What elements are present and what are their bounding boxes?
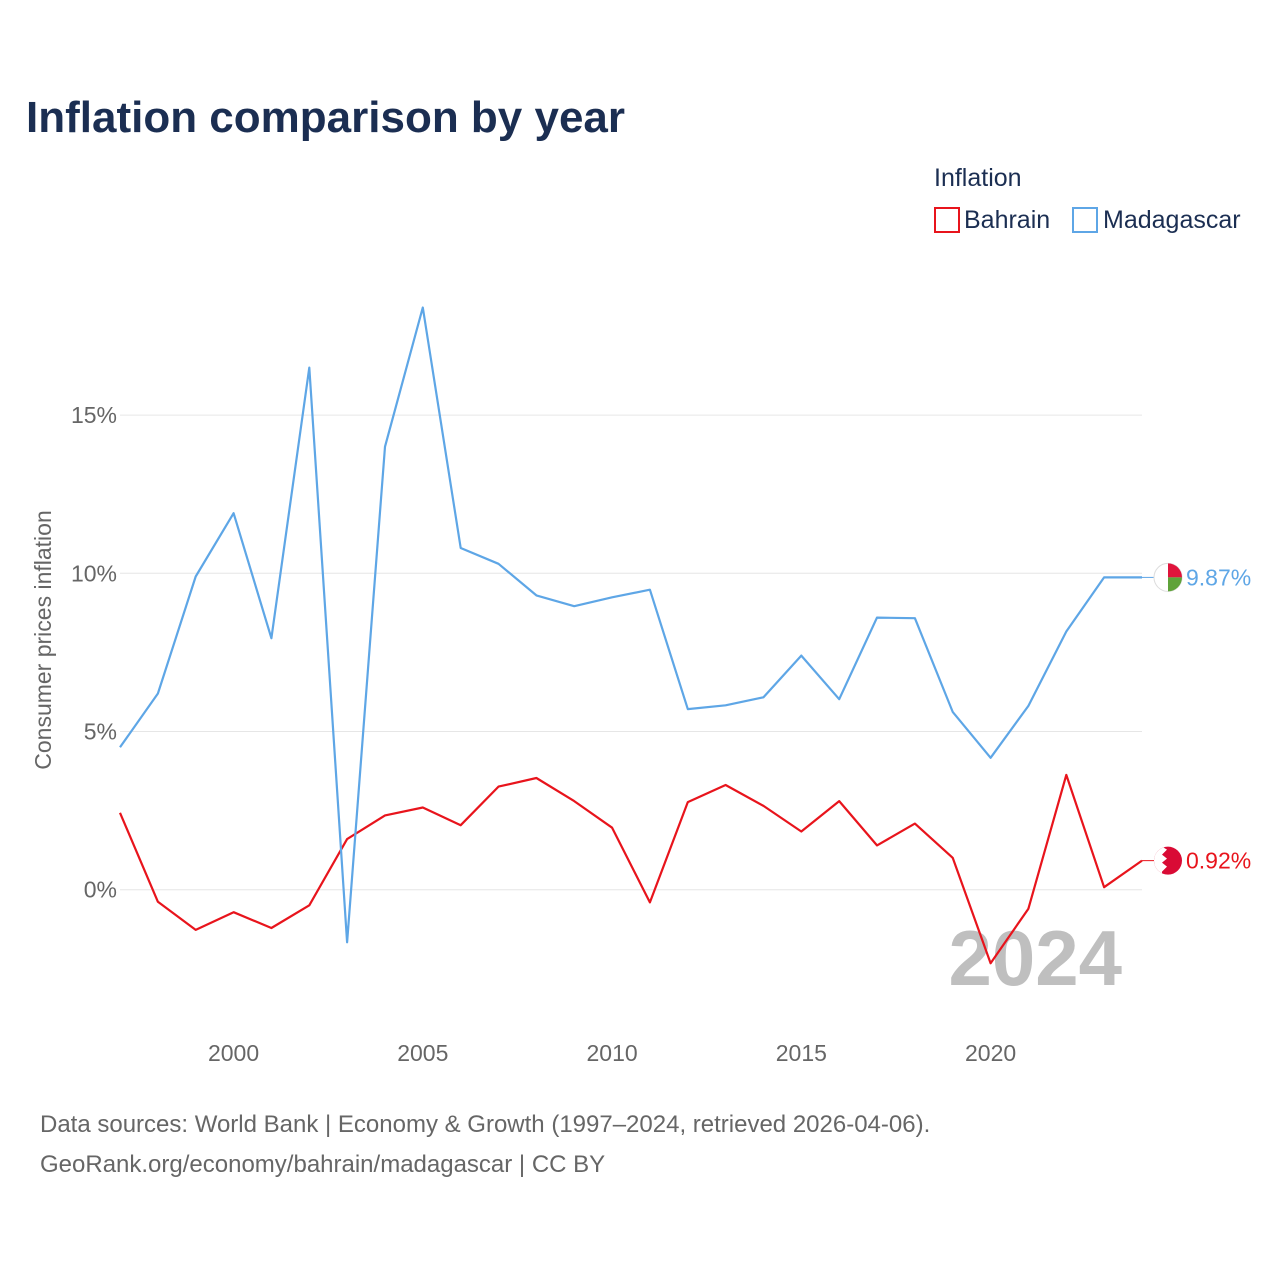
series-line-madagascar[interactable] — [119, 306, 1142, 944]
legend-item-madagascar[interactable]: Madagascar — [1072, 206, 1241, 234]
legend-label-madagascar: Madagascar — [1103, 206, 1241, 234]
x-tick-label: 2015 — [776, 1040, 827, 1066]
gridlines — [120, 414, 1142, 891]
legend-item-bahrain[interactable]: Bahrain — [934, 206, 1050, 234]
end-label-madagascar: 9.87% — [1186, 564, 1251, 590]
legend-swatch-madagascar — [1072, 207, 1098, 233]
y-tick-label: 0% — [84, 877, 117, 903]
legend-title: Inflation — [934, 164, 1022, 192]
x-axis-ticks: 2000 2005 2010 2015 2020 — [208, 1040, 1016, 1066]
legend: Inflation Bahrain Madagascar — [934, 164, 1241, 234]
end-label-bahrain: 0.92% — [1186, 848, 1251, 874]
y-tick-label: 15% — [71, 402, 117, 428]
series-lines — [118, 306, 1143, 965]
source-line-1: Data sources: World Bank | Economy & Gro… — [40, 1111, 930, 1138]
y-axis-ticks: 0% 5% 10% 15% — [71, 402, 117, 903]
bahrain-flag-icon — [1154, 846, 1182, 875]
source-line-2[interactable]: GeoRank.org/economy/bahrain/madagascar |… — [40, 1151, 605, 1178]
x-tick-label: 2005 — [397, 1040, 448, 1066]
series-line-bahrain[interactable] — [118, 773, 1143, 965]
legend-label-bahrain: Bahrain — [964, 206, 1050, 234]
chart-title: Inflation comparison by year — [26, 93, 625, 142]
series-end-markers: 0.92% 9.87% — [1142, 562, 1251, 875]
y-tick-label: 5% — [84, 719, 117, 745]
legend-swatch-bahrain — [934, 207, 960, 233]
x-tick-label: 2000 — [208, 1040, 259, 1066]
y-axis-label: Consumer prices inflation — [30, 510, 56, 770]
year-watermark: 2024 — [948, 914, 1122, 1002]
x-tick-label: 2020 — [965, 1040, 1016, 1066]
madagascar-flag-icon — [1153, 562, 1183, 592]
y-tick-label: 10% — [71, 560, 117, 586]
x-tick-label: 2010 — [586, 1040, 637, 1066]
